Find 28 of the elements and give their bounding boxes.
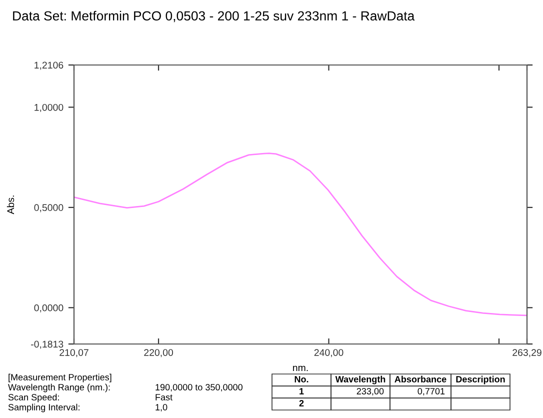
text: Sampling Interval: bbox=[8, 404, 80, 412]
y-tick-label: 1,0000 bbox=[34, 104, 64, 112]
text: 190,0000 to 350,0000 bbox=[156, 384, 242, 392]
text: Scan Speed: bbox=[8, 394, 59, 402]
x-axis-title: nm. bbox=[293, 366, 308, 372]
chart-title: Data Set: Metformin PCO 0,0503 - 200 1-25 suv 233nm 1 - RawData bbox=[13, 10, 415, 22]
x-tick-label: 240,00 bbox=[314, 349, 344, 358]
text: No. bbox=[294, 376, 308, 382]
text: 2 bbox=[299, 400, 304, 406]
text: Fast bbox=[156, 394, 172, 400]
line-series bbox=[74, 152, 527, 316]
y-axis-title: Abs. bbox=[6, 196, 14, 214]
y-tick-label: 0,5000 bbox=[34, 204, 64, 212]
y-tick-label: 0,0000 bbox=[34, 304, 64, 312]
text: 1 bbox=[300, 388, 304, 394]
text: Wavelength bbox=[335, 376, 386, 384]
y-tick-label: -0,1813 bbox=[31, 340, 64, 349]
text: 233,00 bbox=[356, 388, 384, 396]
y-tick-label: 1,2106 bbox=[34, 62, 64, 70]
text: 1,0 bbox=[156, 404, 168, 412]
text: Description bbox=[456, 376, 505, 384]
x-tick-label: 263,29 bbox=[512, 349, 542, 358]
x-tick-label: 210,07 bbox=[60, 349, 88, 358]
x-tick-label: 220,00 bbox=[144, 349, 174, 358]
text: 0,7701 bbox=[418, 388, 445, 396]
text: [Measurement Properties] bbox=[8, 374, 112, 382]
text: Absorbance bbox=[394, 376, 446, 382]
text: Wavelength Range (nm.): bbox=[8, 384, 110, 392]
